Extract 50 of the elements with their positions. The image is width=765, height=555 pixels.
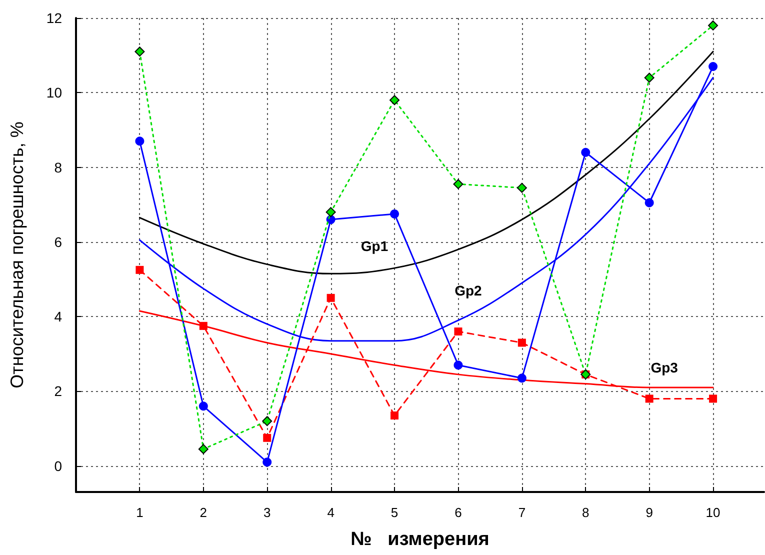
point bbox=[454, 328, 462, 336]
x-tick-label: 2 bbox=[200, 505, 208, 520]
point bbox=[708, 20, 718, 30]
point bbox=[263, 434, 272, 442]
point bbox=[198, 402, 208, 411]
point bbox=[136, 266, 144, 274]
x-tick-label: 5 bbox=[390, 505, 398, 520]
point bbox=[390, 411, 399, 420]
point bbox=[390, 95, 400, 106]
y-tick-label: 10 bbox=[46, 84, 62, 101]
point bbox=[134, 46, 145, 57]
y-tick-label: 6 bbox=[54, 234, 62, 250]
y-tick-label: 0 bbox=[54, 458, 62, 474]
point bbox=[517, 374, 526, 383]
y-axis-title: Относительная погрешность, % bbox=[7, 122, 27, 388]
point bbox=[262, 416, 272, 426]
series-label: Gp2 bbox=[454, 282, 482, 298]
y-tick-label: 4 bbox=[54, 308, 62, 325]
line-series bbox=[138, 50, 714, 274]
series-label: Gp1 bbox=[360, 238, 388, 254]
point bbox=[516, 182, 527, 193]
point bbox=[262, 458, 272, 467]
y-tick-label: 12 bbox=[46, 10, 62, 26]
point bbox=[581, 148, 590, 157]
point bbox=[644, 198, 654, 208]
x-tick-label: 1 bbox=[136, 505, 144, 520]
point bbox=[518, 338, 526, 347]
point bbox=[454, 360, 463, 370]
point bbox=[326, 294, 335, 302]
x-tick-label: 8 bbox=[582, 505, 590, 520]
point bbox=[645, 394, 654, 403]
point bbox=[326, 207, 336, 218]
x-tick-label: 4 bbox=[327, 505, 334, 520]
x-tick-label: 6 bbox=[454, 505, 462, 520]
series-label: Gp3 bbox=[650, 359, 678, 376]
point bbox=[390, 209, 400, 218]
point bbox=[708, 62, 718, 72]
point bbox=[644, 72, 654, 83]
point bbox=[135, 136, 144, 146]
point bbox=[199, 322, 208, 330]
x-tick-label: 7 bbox=[518, 505, 526, 520]
y-tick-label: 8 bbox=[54, 159, 62, 176]
point bbox=[198, 444, 208, 454]
x-tick-label: 3 bbox=[263, 505, 271, 520]
point bbox=[709, 394, 718, 403]
x-axis-title: № измерения bbox=[350, 529, 490, 550]
x-tick-label: 9 bbox=[646, 505, 653, 520]
y-tick-label: 2 bbox=[54, 383, 62, 400]
x-tick-label: 10 bbox=[706, 505, 720, 520]
point bbox=[453, 179, 464, 190]
